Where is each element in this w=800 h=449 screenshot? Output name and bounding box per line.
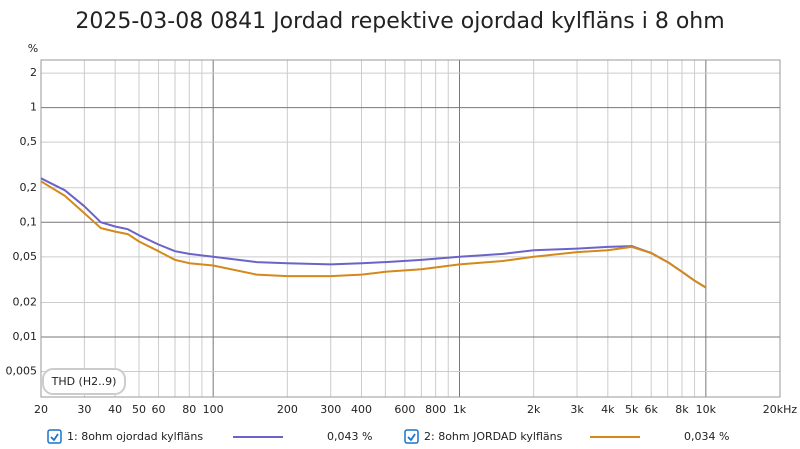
legend-value: 0,043 % xyxy=(327,430,372,443)
grid xyxy=(40,60,781,397)
x-tick-label: 300 xyxy=(320,403,341,416)
y-tick-label: 0,02 xyxy=(13,295,38,308)
x-tick-label: 4k xyxy=(601,403,615,416)
annotation: THD (H2..9) xyxy=(51,375,117,388)
y-tick-label: 0,05 xyxy=(13,250,38,263)
x-tick-label: 200 xyxy=(277,403,298,416)
annotation-box xyxy=(42,368,126,395)
legend-label: 1: 8ohm ojordad kylfläns xyxy=(67,430,203,443)
y-tick-label: 2 xyxy=(30,66,37,79)
x-tick-label: 8k xyxy=(675,403,689,416)
legend-checkbox[interactable] xyxy=(47,429,62,444)
y-tick-label: 0,01 xyxy=(13,330,38,343)
lines xyxy=(40,177,707,289)
x-tick-label: 600 xyxy=(394,403,415,416)
x-tick-label: 60 xyxy=(152,403,166,416)
y-tick-label: 0,2 xyxy=(20,181,38,194)
x-tick-label: 3k xyxy=(570,403,584,416)
y-tick-label: 0,5 xyxy=(20,135,38,148)
legend-value: 0,034 % xyxy=(684,430,729,443)
legend-checkmark xyxy=(50,433,59,442)
series-line xyxy=(40,177,707,289)
x-tick-label: 400 xyxy=(351,403,372,416)
series-line xyxy=(40,180,707,289)
x-tick-label: 1k xyxy=(453,403,467,416)
x-tick-label: 2k xyxy=(527,403,541,416)
legend: 1: 8ohm ojordad kylfläns 0,043 % 2: 8ohm J… xyxy=(47,429,729,444)
x-tick-label: 30 xyxy=(77,403,91,416)
x-tick-label: 10k xyxy=(696,403,717,416)
x-tick-label: 6k xyxy=(645,403,659,416)
legend-checkmark xyxy=(407,433,416,442)
x-tick-label: 20 xyxy=(34,403,48,416)
y-tick-label: 1 xyxy=(30,101,37,114)
y-axis-label: % xyxy=(28,42,38,55)
legend-label: 2: 8ohm JORDAD kylfläns xyxy=(424,430,563,443)
y-tick-label: 0,005 xyxy=(6,365,38,378)
y-tick-label: 0,1 xyxy=(20,215,38,228)
x-tick-label: 80 xyxy=(182,403,196,416)
x-tick-label: 40 xyxy=(108,403,122,416)
x-tick-label: 100 xyxy=(203,403,224,416)
plot-frame xyxy=(40,59,781,398)
legend-checkbox[interactable] xyxy=(404,429,419,444)
x-tick-label: 800 xyxy=(425,403,446,416)
x-tick-label: 50 xyxy=(132,403,146,416)
x-tick-label: 5k xyxy=(625,403,639,416)
x-tick-label: 20kHz xyxy=(763,403,798,416)
chart-title: 2025-03-08 0841 Jordad repektive ojordad… xyxy=(75,9,724,34)
